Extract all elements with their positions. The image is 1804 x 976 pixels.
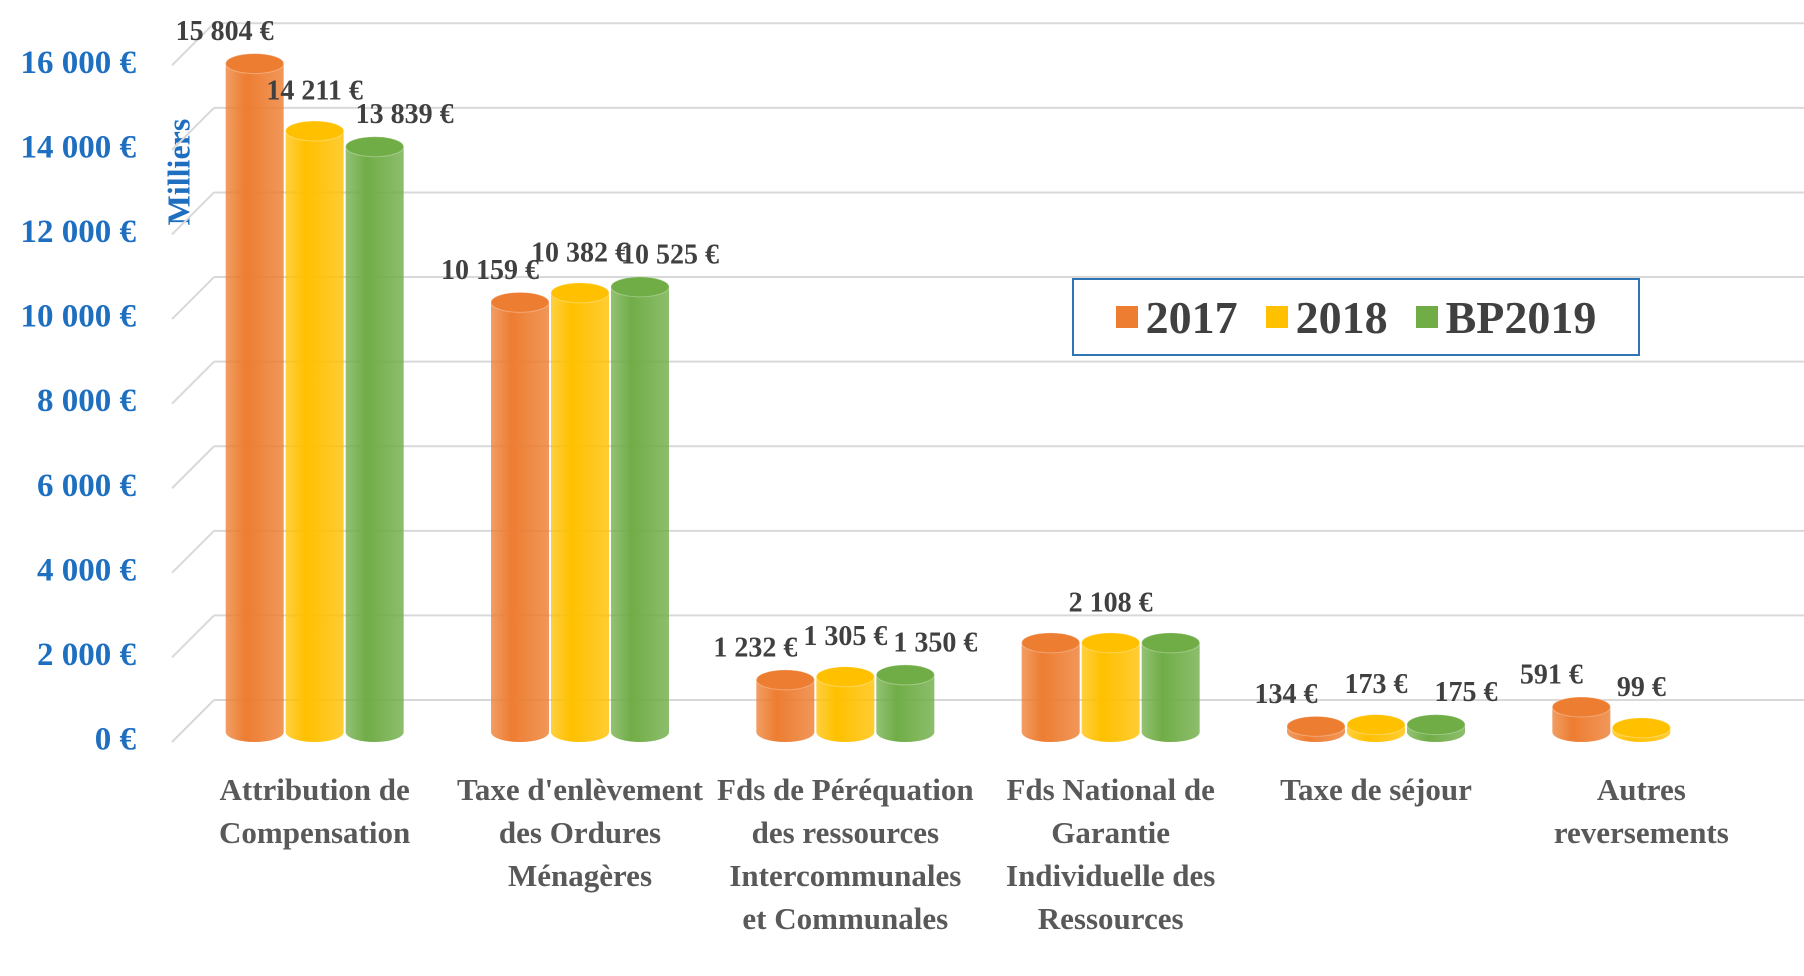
x-tick-label: Taxe de séjour [1280, 772, 1472, 807]
data-label: 134 € [1255, 679, 1318, 710]
bar-top [610, 276, 670, 298]
y-tick-label: 6 000 € [37, 468, 137, 504]
legend-label: 2018 [1295, 291, 1388, 343]
legend: 2017 2018 BP2019 [1072, 278, 1640, 356]
legend-label: BP2019 [1445, 291, 1597, 343]
data-label: 591 € [1520, 659, 1583, 690]
x-tick-label: Taxe d'enlèvement des Ordures Ménagères [457, 772, 703, 893]
y-tick-label: 4 000 € [37, 552, 137, 588]
bar [611, 286, 669, 742]
data-label: 15 804 € [176, 16, 274, 47]
x-tick-label: Fds National de Garantie Individuelle de… [1006, 772, 1216, 936]
legend-label: 2017 [1145, 291, 1238, 343]
legend-swatch [1415, 306, 1438, 328]
data-label: 14 211 € [266, 75, 362, 106]
x-tick-label: Autres reversements [1553, 772, 1729, 850]
bar [1021, 642, 1080, 743]
grid-line-depth [171, 22, 215, 67]
bar [285, 130, 344, 743]
bar-top [345, 136, 405, 158]
bar-top [1551, 696, 1611, 718]
bar-top [875, 664, 935, 686]
legend-item: 2018 [1265, 291, 1388, 344]
grid-line-depth [171, 360, 215, 405]
legend-swatch [1115, 306, 1138, 328]
bar-top [550, 282, 610, 304]
y-tick-label: 10 000 € [21, 299, 137, 335]
bar [491, 302, 549, 742]
data-label: 1 350 € [893, 627, 977, 658]
bar-top [1346, 714, 1406, 736]
bar [551, 292, 609, 742]
bar-top [755, 669, 815, 691]
bar [1141, 642, 1200, 743]
y-tick-label: 16 000 € [21, 45, 137, 81]
bar-top [1406, 714, 1466, 736]
x-tick-label: Attribution de Compensation [219, 772, 411, 850]
y-tick-label: 12 000 € [21, 214, 137, 250]
grid-line-depth [171, 107, 215, 151]
bar [225, 63, 284, 742]
bar-top [815, 666, 875, 688]
grid-line-depth [171, 530, 215, 574]
data-label: 10 525 € [621, 239, 719, 270]
data-label: 10 159 € [441, 255, 539, 286]
bar [345, 146, 404, 743]
bar [756, 679, 815, 743]
data-label: 99 € [1617, 672, 1666, 703]
grid-line-depth [171, 191, 215, 236]
grid-line-depth [171, 614, 215, 659]
bar-top [1611, 717, 1671, 739]
data-label: 2 108 € [1069, 587, 1153, 618]
x-tick-label: Fds de Péréquation des ressources Interc… [717, 772, 974, 936]
legend-swatch [1265, 306, 1288, 328]
bar-top [1286, 715, 1346, 737]
bar-top [1141, 632, 1201, 654]
grid-line-depth [171, 699, 215, 743]
bar [816, 676, 875, 743]
y-tick-label: 8 000 € [37, 383, 137, 419]
data-label: 10 382 € [531, 237, 629, 268]
data-label: 1 305 € [803, 621, 887, 652]
bar-top [1021, 632, 1081, 654]
grid-line-depth [171, 276, 215, 320]
bar [1552, 707, 1611, 743]
y-tick-label: 0 € [95, 722, 137, 758]
bar-top [1081, 632, 1141, 654]
y-tick-label: 14 000 € [21, 129, 137, 165]
legend-item: BP2019 [1415, 291, 1597, 344]
bar [876, 674, 935, 743]
data-label: 175 € [1435, 677, 1498, 708]
bar-top [490, 291, 550, 313]
grid-line-depth [171, 445, 215, 489]
legend-item: 2017 [1115, 291, 1238, 344]
bar [1081, 642, 1140, 743]
bar-top [225, 53, 285, 75]
data-label: 173 € [1345, 669, 1408, 700]
y-tick-label: 2 000 € [37, 637, 137, 673]
data-label: 13 839 € [356, 99, 454, 130]
y-axis-label: Milliers [160, 119, 196, 226]
data-label: 1 232 € [713, 632, 797, 663]
bar-top [285, 120, 345, 142]
